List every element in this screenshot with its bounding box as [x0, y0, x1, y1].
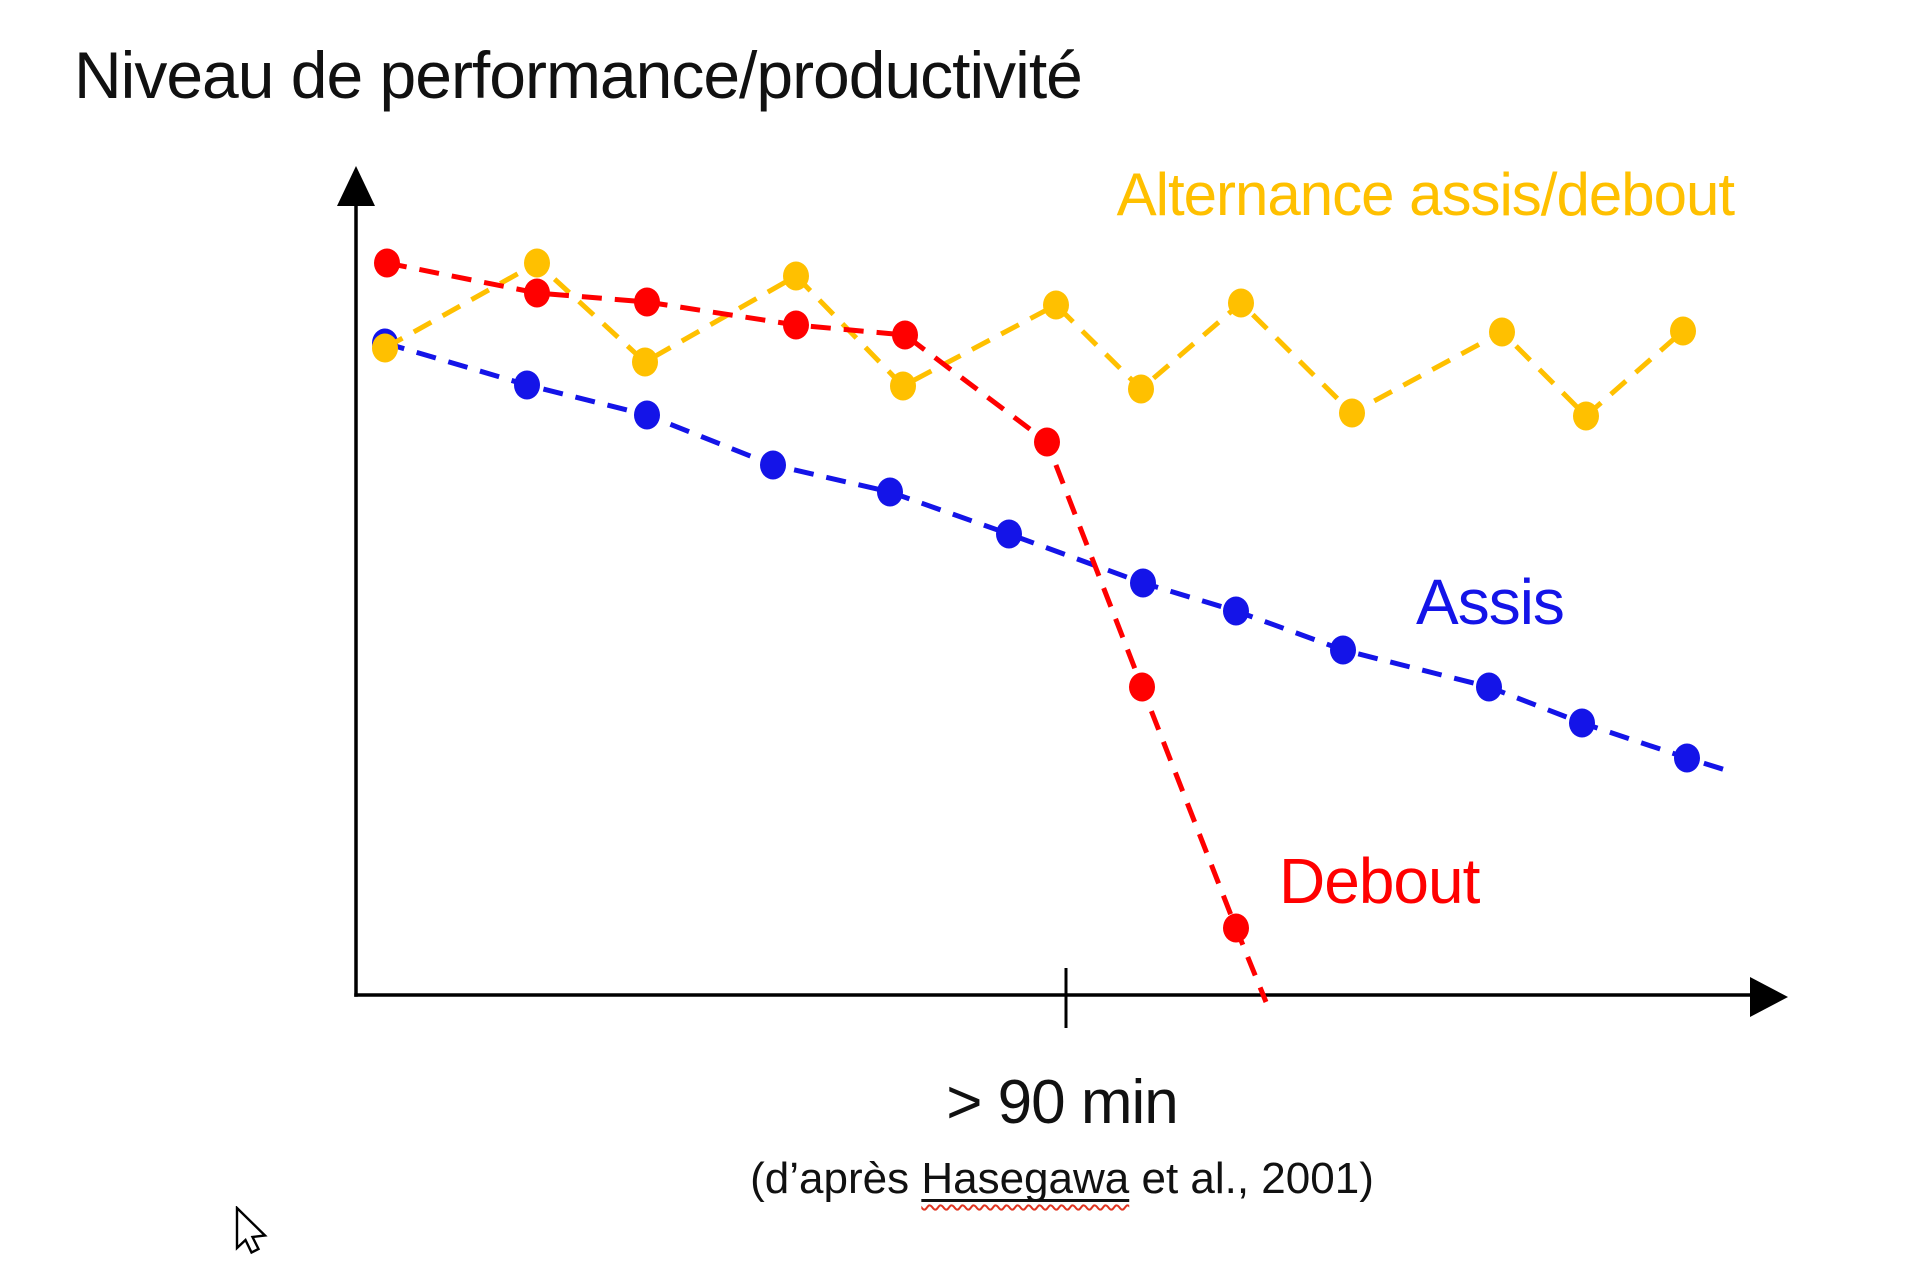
y-axis-arrowhead [337, 166, 375, 206]
series-point-debout [892, 320, 918, 350]
series-point-alternance [1573, 401, 1599, 431]
series-point-assis [1674, 743, 1700, 773]
series-line-assis [384, 340, 1733, 775]
series-point-assis [1569, 708, 1595, 738]
series-point-debout [783, 310, 809, 340]
citation-suffix: et al., 2001) [1129, 1154, 1374, 1203]
series-point-assis [877, 477, 903, 507]
series-point-assis [760, 450, 786, 480]
series-point-alternance [1043, 290, 1069, 320]
legend-label-alternance: Alternance assis/debout [1116, 161, 1735, 228]
series-line-alternance [383, 259, 1685, 420]
series-point-alternance [372, 333, 398, 363]
series-point-alternance [632, 347, 658, 377]
series-point-assis [1223, 596, 1249, 626]
series-point-alternance [1128, 374, 1154, 404]
series-point-assis [1330, 635, 1356, 665]
citation: (d’après Hasegawa et al., 2001) [750, 1157, 1374, 1201]
series-point-debout [1129, 672, 1155, 702]
series-point-debout [634, 287, 660, 317]
series-point-assis [634, 400, 660, 430]
series-point-debout [374, 248, 400, 278]
series-point-alternance [1339, 398, 1365, 428]
series-point-alternance [524, 248, 550, 278]
series-point-debout [1034, 427, 1060, 457]
series-label-debout: Debout [1279, 845, 1480, 917]
series-label-assis: Assis [1416, 566, 1565, 638]
citation-prefix: (d’après [750, 1154, 922, 1203]
mouse-cursor-icon [235, 1206, 268, 1255]
series-point-alternance [890, 371, 916, 401]
series-point-debout [524, 278, 550, 308]
citation-underlined-word: Hasegawa [921, 1154, 1130, 1203]
series-point-alternance [1489, 317, 1515, 347]
series-point-alternance [1228, 288, 1254, 318]
x-axis-tick-label: > 90 min [946, 1068, 1179, 1137]
series-point-assis [514, 370, 540, 400]
series-point-debout [1223, 913, 1249, 943]
chart-title: Niveau de performance/productivité [74, 38, 1083, 112]
series-line-debout [386, 260, 1269, 1003]
x-axis-arrowhead [1750, 977, 1788, 1017]
series-point-alternance [1670, 316, 1696, 346]
series-point-assis [1130, 568, 1156, 598]
series-point-alternance [783, 261, 809, 291]
series-point-assis [996, 519, 1022, 549]
series-point-assis [1476, 672, 1502, 702]
